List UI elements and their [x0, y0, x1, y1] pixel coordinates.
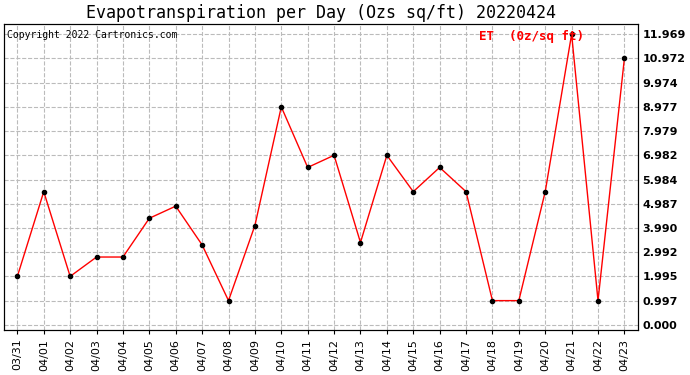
Title: Evapotranspiration per Day (Ozs sq/ft) 20220424: Evapotranspiration per Day (Ozs sq/ft) 2…: [86, 4, 556, 22]
Text: ET  (0z/sq ft): ET (0z/sq ft): [480, 30, 584, 43]
Text: Copyright 2022 Cartronics.com: Copyright 2022 Cartronics.com: [8, 30, 178, 40]
